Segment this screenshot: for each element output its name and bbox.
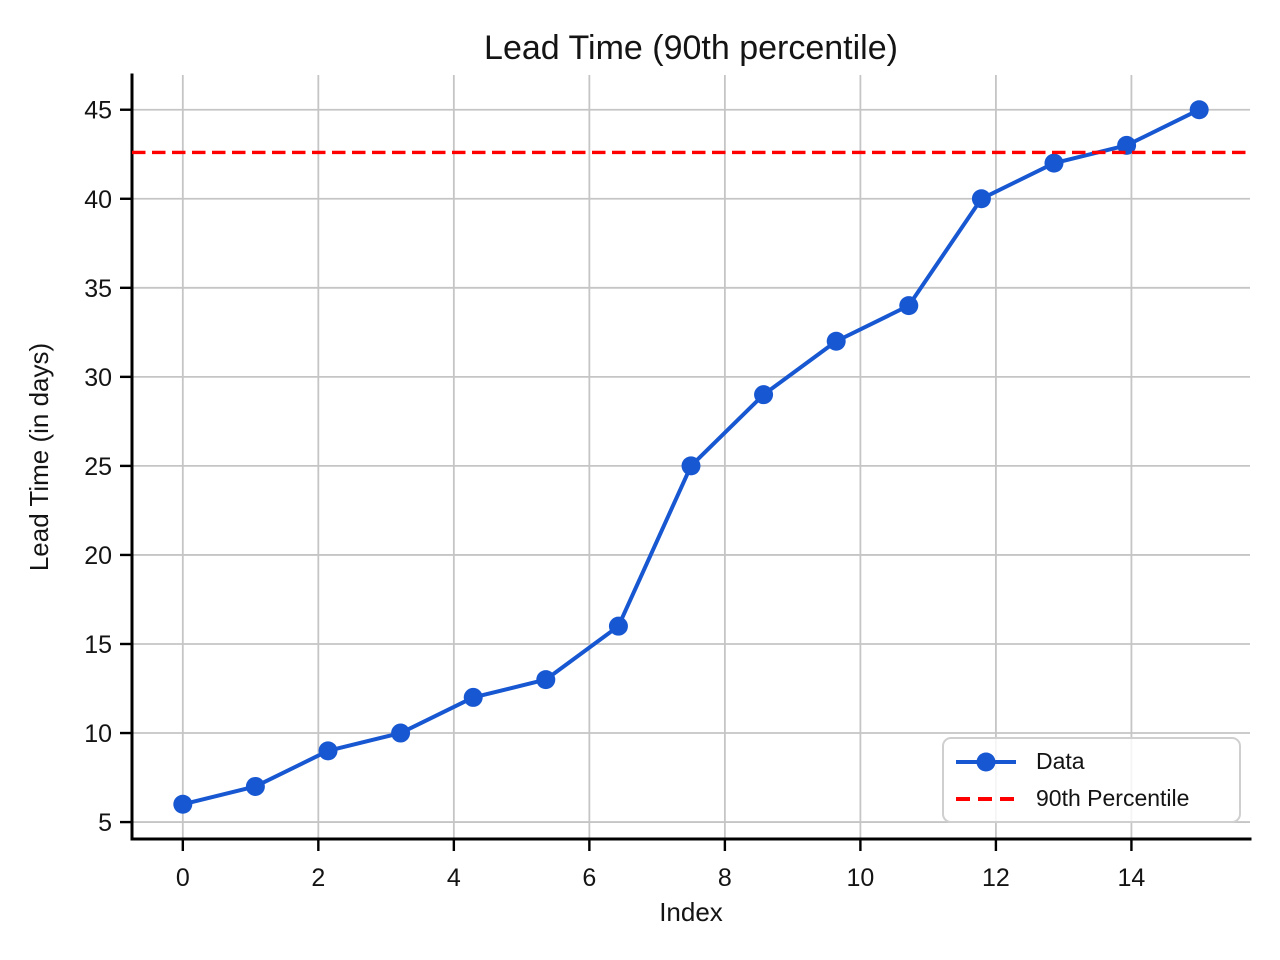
y-tick-label: 35 — [84, 275, 112, 303]
circle-marker-icon — [976, 752, 996, 771]
y-tick-label: 15 — [84, 631, 112, 659]
percentile-dashed-swatch — [956, 796, 1016, 801]
data-point-marker — [1117, 135, 1137, 155]
y-tick-label: 10 — [84, 720, 112, 748]
data-point-marker — [608, 616, 628, 636]
data-point-marker — [826, 331, 846, 351]
data-point-marker — [1044, 153, 1064, 173]
y-tick-label: 20 — [84, 542, 112, 570]
data-point-marker — [463, 687, 483, 707]
legend-item-data: Data — [956, 743, 1229, 780]
data-point-marker — [245, 776, 265, 796]
y-axis-label: Lead Time (in days) — [24, 343, 54, 571]
x-tick-label: 2 — [311, 864, 325, 892]
legend: Data 90th Percentile — [942, 737, 1241, 823]
x-tick-label: 10 — [846, 864, 874, 892]
y-tick-label: 40 — [84, 186, 112, 214]
data-point-marker — [971, 189, 991, 209]
data-point-marker — [899, 296, 919, 316]
x-tick-label: 8 — [718, 864, 732, 892]
legend-item-percentile: 90th Percentile — [956, 780, 1229, 817]
data-point-marker — [681, 456, 701, 476]
y-tick-label: 45 — [84, 97, 112, 125]
data-point-marker — [754, 385, 774, 405]
x-tick-label: 14 — [1118, 864, 1146, 892]
data-point-marker — [173, 794, 193, 814]
data-series-swatch — [956, 752, 1016, 771]
data-point-marker — [1189, 100, 1209, 120]
legend-label-percentile: 90th Percentile — [1036, 785, 1190, 811]
x-tick-label: 4 — [447, 864, 461, 892]
chart-title: Lead Time (90th percentile) — [484, 29, 898, 67]
data-point-marker — [391, 723, 411, 743]
y-tick-label: 25 — [84, 453, 112, 481]
x-tick-label: 6 — [582, 864, 596, 892]
y-tick-label: 5 — [98, 809, 112, 837]
plot-area: 0 2 4 6 8 10 12 14 5 10 15 20 25 30 35 40 45 — [84, 73, 1252, 892]
x-tick-label: 0 — [176, 864, 190, 892]
legend-label-data: Data — [1036, 748, 1085, 774]
data-point-marker — [318, 741, 338, 761]
x-axis-label: Index — [659, 897, 723, 927]
data-point-marker — [536, 670, 556, 690]
y-tick-label: 30 — [84, 364, 112, 392]
x-tick-label: 12 — [982, 864, 1010, 892]
